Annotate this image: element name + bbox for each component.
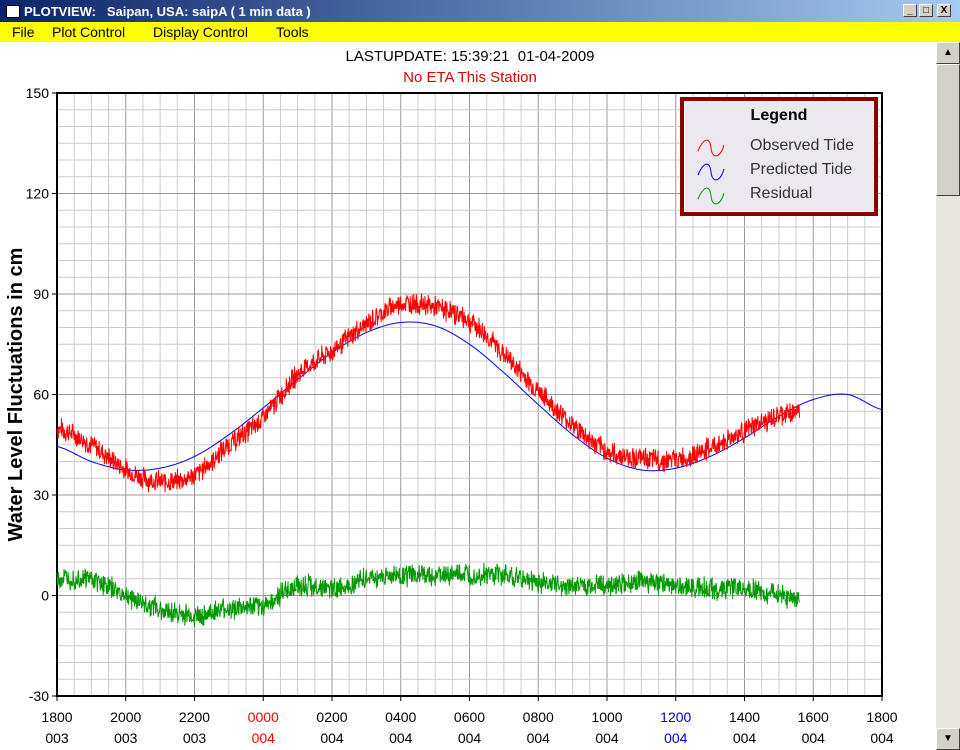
y-tick-label: 0 — [41, 588, 49, 604]
x-tick-time-label: 1000 — [591, 709, 622, 725]
menu-file[interactable]: File — [12, 24, 35, 40]
maximize-button[interactable]: □ — [919, 4, 933, 17]
menu-bar: File Plot Control Display Control Tools — [0, 22, 960, 42]
legend-item-observed: Observed Tide — [696, 137, 876, 159]
eta-status-text: No ETA This Station — [403, 69, 537, 86]
x-tick-day-label: 004 — [320, 730, 344, 746]
x-tick-day-label: 004 — [595, 730, 619, 746]
legend-label-observed: Observed Tide — [750, 137, 855, 154]
last-update-text: LASTUPDATE: 15:39:21 01-04-2009 — [345, 48, 595, 65]
minimize-button[interactable]: _ — [903, 4, 917, 17]
legend-title: Legend — [750, 107, 808, 124]
x-tick-day-label: 003 — [183, 730, 207, 746]
vertical-scrollbar[interactable]: ▲ ▼ — [936, 42, 960, 750]
y-tick-label: 90 — [33, 286, 49, 302]
predicted-wave-icon — [697, 163, 725, 181]
close-button[interactable]: X — [937, 4, 951, 17]
menu-plot-control[interactable]: Plot Control — [52, 24, 126, 40]
legend-label-residual: Residual — [750, 185, 813, 202]
x-tick-time-label: 0000 — [248, 709, 279, 725]
y-tick-label: 150 — [26, 85, 50, 101]
menu-tools[interactable]: Tools — [276, 24, 309, 40]
x-tick-day-label: 004 — [389, 730, 413, 746]
y-tick-label: 60 — [33, 387, 49, 403]
x-tick-time-label: 0400 — [385, 709, 416, 725]
x-tick-day-label: 004 — [802, 730, 826, 746]
y-tick-label: 120 — [26, 186, 50, 202]
legend-item-residual: Residual — [696, 185, 876, 207]
x-tick-time-label: 1400 — [729, 709, 760, 725]
x-tick-day-label: 004 — [664, 730, 688, 746]
menu-display-control[interactable]: Display Control — [153, 24, 248, 40]
series-residual — [56, 562, 800, 627]
y-tick-label: -30 — [29, 688, 49, 704]
legend-item-predicted: Predicted Tide — [696, 161, 876, 183]
x-tick-time-label: 0800 — [523, 709, 554, 725]
x-tick-day-label: 004 — [458, 730, 482, 746]
x-tick-time-label: 2000 — [110, 709, 141, 725]
series-observed-tide — [56, 293, 800, 493]
y-axis-label: Water Level Fluctuations in cm — [5, 248, 27, 542]
x-tick-day-label: 004 — [733, 730, 757, 746]
x-tick-time-label: 1600 — [798, 709, 829, 725]
y-tick-label: 30 — [33, 487, 49, 503]
x-tick-day-label: 003 — [45, 730, 69, 746]
x-tick-time-label: 2200 — [179, 709, 210, 725]
x-tick-time-label: 0200 — [316, 709, 347, 725]
tide-chart: -30 0 30 60 90 120 150 1800 003 2000 003 2200 003 000… — [5, 85, 898, 746]
x-tick-time-label: 1200 — [660, 709, 691, 725]
x-tick-day-label: 004 — [527, 730, 551, 746]
x-tick-time-label: 1800 — [866, 709, 897, 725]
title-bar: PLOTVIEW: Saipan, USA: saipA ( 1 min dat… — [0, 0, 960, 22]
x-tick-day-label: 004 — [870, 730, 894, 746]
window-title: PLOTVIEW: Saipan, USA: saipA ( 1 min dat… — [24, 4, 311, 19]
observed-wave-icon — [697, 139, 725, 157]
legend-box: Legend Observed Tide Predicted Tide Resi… — [680, 97, 878, 216]
x-tick-day-label: 003 — [114, 730, 138, 746]
x-tick-day-label: 004 — [252, 730, 276, 746]
app-icon[interactable] — [6, 5, 20, 18]
x-tick-time-label: 1800 — [41, 709, 72, 725]
scroll-down-arrow-icon[interactable]: ▼ — [936, 728, 960, 750]
residual-wave-icon — [697, 187, 725, 205]
x-tick-time-label: 0600 — [454, 709, 485, 725]
legend-label-predicted: Predicted Tide — [750, 161, 853, 178]
